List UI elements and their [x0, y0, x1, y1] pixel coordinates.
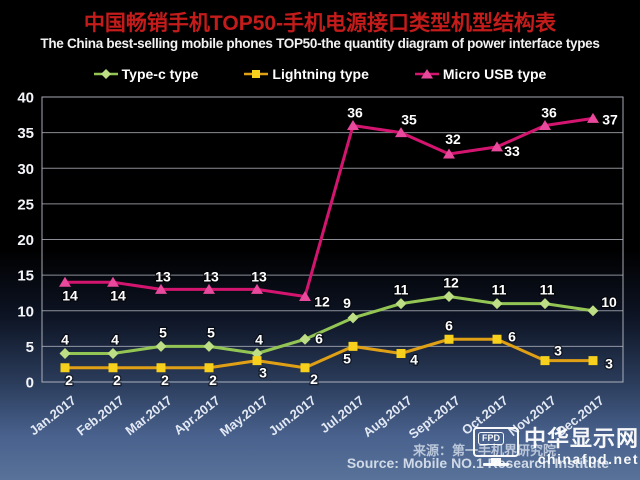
svg-text:Jan.2017: Jan.2017 [26, 393, 79, 439]
svg-text:12: 12 [443, 275, 459, 291]
svg-text:30: 30 [17, 161, 34, 178]
chart-title-zh: 中国畅销手机TOP50-手机电源接口类型机型结构表 [83, 12, 557, 35]
legend-item-micro-usb: Micro USB type [414, 66, 547, 82]
svg-text:5: 5 [343, 350, 351, 366]
legend-label-lightning: Lightning type [272, 66, 369, 82]
svg-text:35: 35 [401, 112, 417, 128]
triangle-marker-icon [414, 69, 439, 79]
svg-text:36: 36 [347, 105, 363, 121]
svg-text:10: 10 [601, 294, 617, 310]
svg-text:32: 32 [445, 131, 461, 147]
chart-title-en: The China best-selling mobile phones TOP… [40, 36, 600, 51]
svg-text:2: 2 [113, 372, 121, 388]
svg-text:5: 5 [26, 339, 34, 356]
svg-text:4: 4 [111, 332, 119, 348]
svg-text:May.2017: May.2017 [217, 393, 271, 440]
svg-text:13: 13 [251, 268, 267, 284]
svg-text:3: 3 [605, 356, 613, 372]
logo-domain: chinafpd.net [537, 451, 639, 467]
svg-text:13: 13 [155, 268, 171, 284]
svg-text:35: 35 [17, 125, 34, 142]
svg-text:Jun.2017: Jun.2017 [266, 393, 319, 439]
svg-text:11: 11 [394, 282, 409, 298]
svg-text:36: 36 [541, 105, 557, 121]
svg-text:6: 6 [315, 330, 323, 346]
svg-text:25: 25 [17, 196, 34, 213]
svg-text:12: 12 [314, 294, 330, 310]
legend-label-micro-usb: Micro USB type [442, 66, 547, 82]
fpd-badge-label: FPD [477, 432, 504, 445]
svg-text:2: 2 [65, 372, 73, 388]
legend-item-type-c: Type-c type [93, 66, 199, 82]
svg-text:Jul.2017: Jul.2017 [317, 393, 367, 436]
svg-text:4: 4 [61, 332, 69, 348]
diamond-marker-icon [93, 69, 118, 79]
svg-text:2: 2 [310, 371, 318, 387]
svg-text:Aug.2017: Aug.2017 [360, 393, 415, 440]
svg-text:33: 33 [504, 143, 520, 159]
svg-text:5: 5 [159, 324, 167, 340]
svg-text:10: 10 [17, 303, 34, 320]
svg-text:15: 15 [17, 268, 34, 285]
svg-text:6: 6 [445, 317, 453, 333]
svg-text:3: 3 [554, 343, 562, 359]
svg-text:9: 9 [343, 295, 351, 311]
svg-text:3: 3 [259, 365, 267, 381]
svg-text:4: 4 [410, 352, 418, 368]
svg-text:Sept.2017: Sept.2017 [406, 393, 463, 442]
svg-text:5: 5 [207, 324, 215, 340]
svg-text:37: 37 [602, 111, 618, 127]
svg-text:0: 0 [26, 375, 34, 392]
source-text-en: Source: Mobile NO.1 Research Institute [346, 455, 609, 471]
logo-name-zh: 中华显示网 [523, 426, 639, 451]
svg-text:40: 40 [17, 90, 34, 107]
svg-text:Mar.2017: Mar.2017 [122, 393, 175, 439]
svg-text:13: 13 [203, 268, 219, 284]
svg-text:4: 4 [255, 332, 263, 348]
svg-text:20: 20 [17, 232, 34, 249]
legend-item-lightning: Lightning type [244, 66, 369, 82]
chart-legend: Type-c type Lightning type Micro USB typ… [0, 62, 640, 86]
svg-text:2: 2 [161, 372, 169, 388]
svg-text:11: 11 [492, 282, 507, 298]
fpd-monitor-icon: FPD [472, 427, 519, 467]
svg-text:6: 6 [508, 328, 516, 344]
svg-text:11: 11 [540, 282, 555, 298]
svg-text:Feb.2017: Feb.2017 [74, 393, 127, 439]
chinafpd-watermark-logo: FPD 中华显示网 chinafpd.net [472, 426, 639, 467]
legend-label-type-c: Type-c type [121, 66, 199, 82]
svg-text:14: 14 [62, 287, 78, 303]
svg-text:2: 2 [209, 372, 217, 388]
svg-text:Apr.2017: Apr.2017 [171, 393, 223, 438]
source-text-zh: 来源：第一手机界研究院 [412, 443, 556, 458]
svg-text:14: 14 [110, 287, 126, 303]
square-marker-icon [244, 70, 269, 78]
